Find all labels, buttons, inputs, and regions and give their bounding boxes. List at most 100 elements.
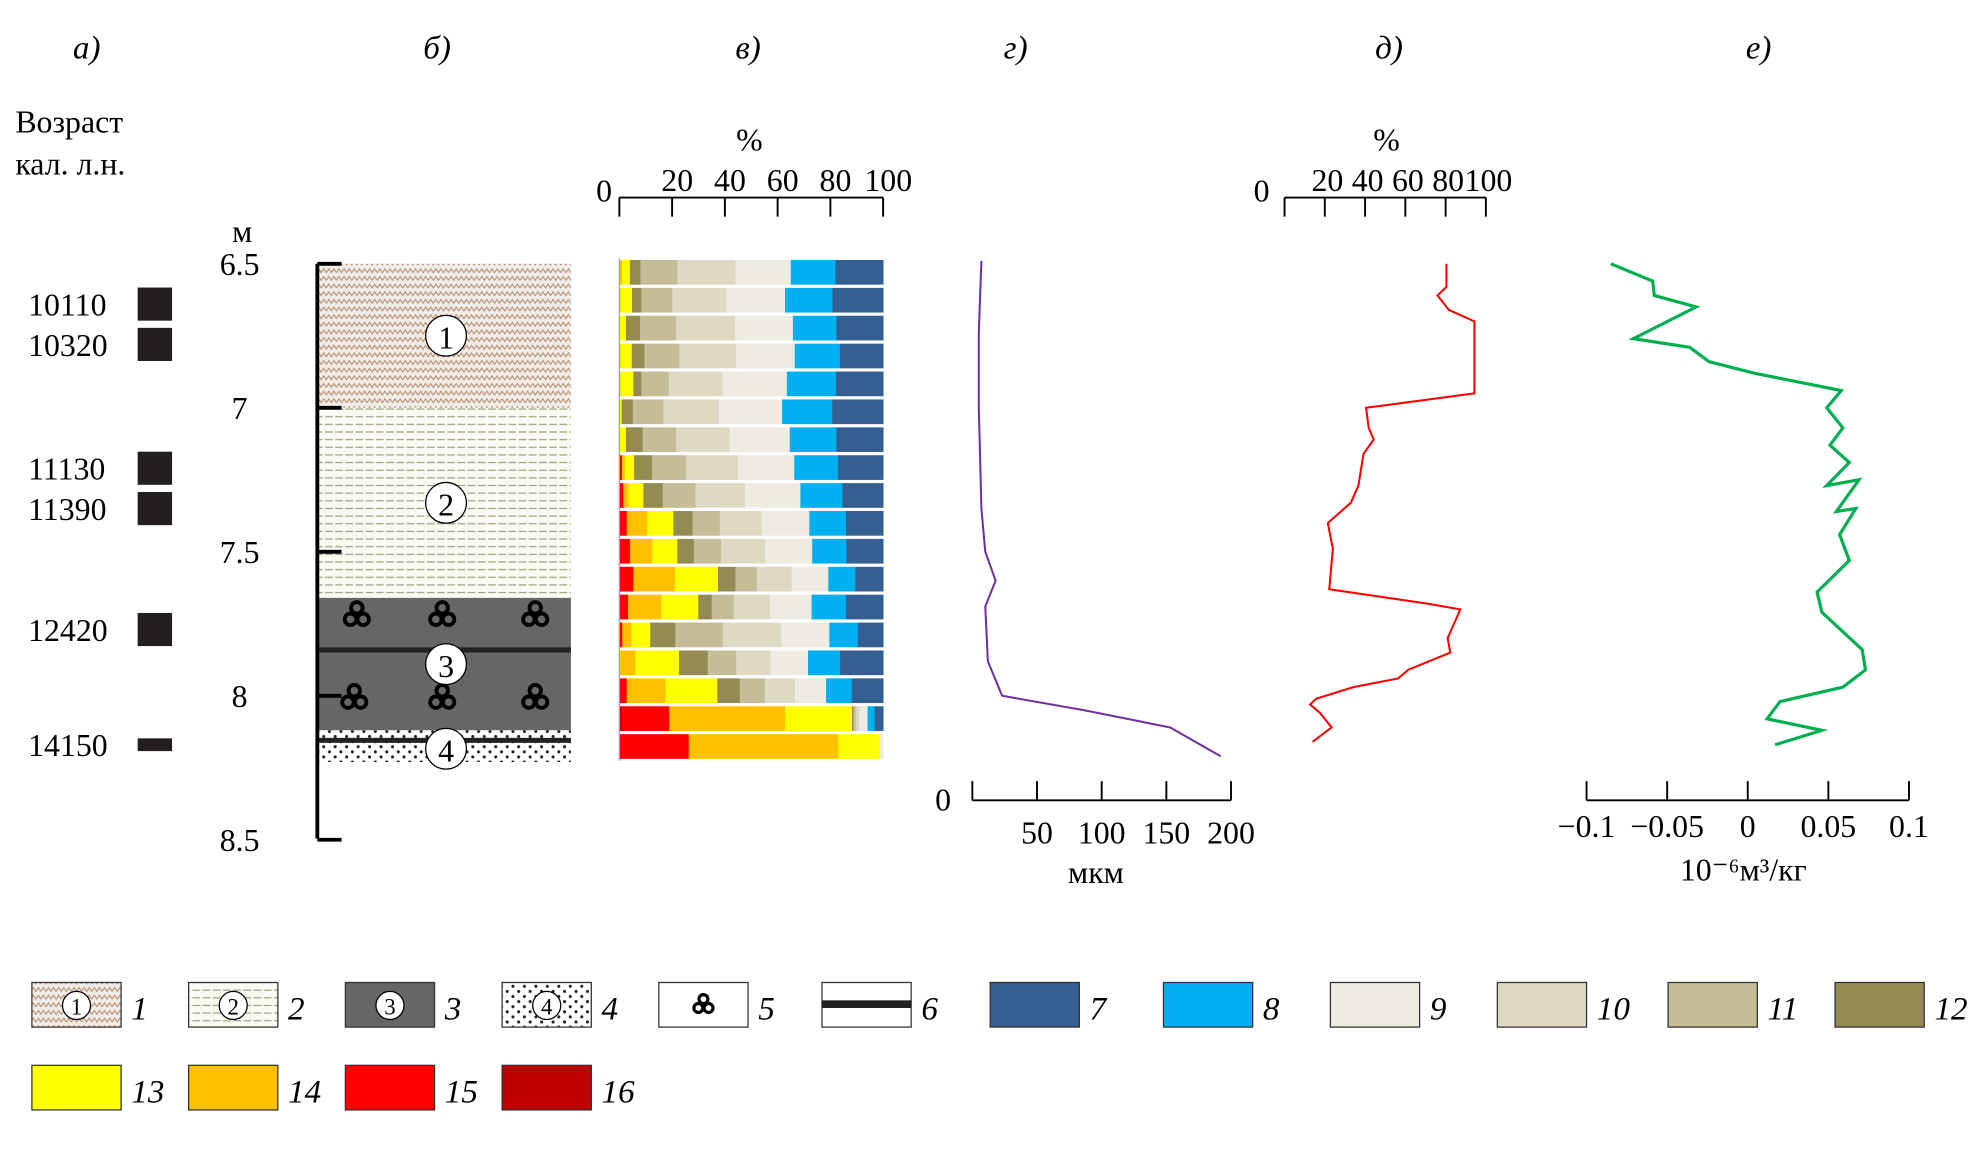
bar-segment-14 xyxy=(669,706,786,731)
trefoil-icon xyxy=(342,600,371,627)
bar-segment-11 xyxy=(644,343,680,369)
legend-swatch xyxy=(1329,981,1421,1028)
bar-segment-8 xyxy=(809,511,847,536)
bar-segment-10 xyxy=(764,678,796,704)
legend-swatch xyxy=(1162,981,1254,1028)
x-tick-label: 40 xyxy=(1352,163,1384,198)
unit-number: 2 xyxy=(438,488,454,523)
x-tick-label: 0.1 xyxy=(1889,809,1929,844)
bar-segment-13 xyxy=(620,343,633,369)
susceptibility-panel: −0.1 −0.05 0 0.05 0.1 10⁻⁶м³/кг xyxy=(1558,262,1929,888)
bar-segment-14 xyxy=(629,538,653,564)
age-marker xyxy=(137,612,173,647)
x-tick-label: 40 xyxy=(714,163,746,198)
bar-segment-8 xyxy=(828,566,856,592)
trefoil-lobe xyxy=(434,600,450,616)
depth-tick-label: 7 xyxy=(232,391,248,426)
x-tick-label: 0 xyxy=(1254,173,1270,208)
bar-segment-12 xyxy=(629,259,641,285)
bar-segment-13 xyxy=(621,259,631,285)
bar-segment-13 xyxy=(628,483,644,508)
legend-swatch xyxy=(187,1064,279,1111)
bar-segment-14 xyxy=(633,566,676,592)
bar-segment-9 xyxy=(729,427,791,453)
ages-panel: 10110 10320 11130 11390 12420 14150 xyxy=(28,287,173,763)
lithology-panel: м 1 2 3 4 6.5 7 7.5 8 8.5 xyxy=(220,214,571,858)
legend-item-16: 16 xyxy=(501,1064,635,1111)
bar-segment-14 xyxy=(619,650,636,676)
bar-segment-10 xyxy=(756,566,792,592)
bar-segment-7 xyxy=(851,678,884,704)
bar-segment-8 xyxy=(794,343,841,369)
bar-segment-12 xyxy=(631,343,645,369)
legend-number: 13 xyxy=(131,1073,164,1110)
trefoil-lobe xyxy=(533,694,550,710)
trefoil-icon xyxy=(521,683,550,710)
bar-segment-15 xyxy=(619,511,628,536)
bar-segment-8 xyxy=(829,622,859,648)
percent-line-panel: % 0 20 40 60 80 100 xyxy=(1254,122,1512,743)
bar-segment-9 xyxy=(879,734,884,759)
bar-segment-7 xyxy=(842,483,884,508)
panel-a-label: а) xyxy=(73,30,101,67)
bar-segment-7 xyxy=(846,538,884,564)
bar-segment-14 xyxy=(628,594,662,620)
age-label: 10110 xyxy=(28,288,106,323)
bar-segment-10 xyxy=(668,371,723,397)
x-tick-label: 0 xyxy=(1740,809,1756,844)
trefoil-lobe xyxy=(346,683,362,699)
data-line xyxy=(977,260,1222,758)
trefoil-lobe xyxy=(440,611,457,627)
unit-number-circle xyxy=(425,314,468,357)
legend-number: 14 xyxy=(288,1073,321,1110)
trefoil-icon xyxy=(428,683,457,710)
bar-segment-14 xyxy=(622,622,632,648)
legend-item-8: 8 xyxy=(1162,981,1280,1028)
bar-segment-8 xyxy=(789,427,837,453)
bar-segment-11 xyxy=(662,483,696,508)
bar-segment-10 xyxy=(676,427,730,453)
legend-unit-number: 1 xyxy=(71,994,82,1019)
bar-segment-13 xyxy=(619,315,627,341)
bar-segment-12 xyxy=(717,678,741,704)
trefoil-lobe xyxy=(527,683,543,699)
bar-segment-16 xyxy=(619,706,623,731)
bar-segment-13 xyxy=(652,538,678,564)
depth-tick-label: 8 xyxy=(232,679,248,714)
bar-segment-8 xyxy=(790,259,837,285)
age-marker xyxy=(137,327,173,361)
legend-item-10: 10 xyxy=(1496,981,1630,1028)
bar-segment-12 xyxy=(650,622,676,648)
bar-segment-11 xyxy=(640,259,678,285)
x-tick-label: 200 xyxy=(1207,816,1255,851)
panel-b-label: б) xyxy=(423,30,451,67)
bar-segment-12 xyxy=(678,650,709,676)
bar-segment-9 xyxy=(781,622,830,648)
bar-segment-8 xyxy=(867,706,876,731)
bar-segment-15 xyxy=(619,734,690,759)
bar-segment-13 xyxy=(665,678,718,704)
x-axis-label: 10⁻⁶м³/кг xyxy=(1680,853,1807,888)
bar-segment-13 xyxy=(620,371,634,397)
age-label: 11130 xyxy=(28,452,105,487)
panel-e-label: е) xyxy=(1746,30,1772,67)
bar-segment-11 xyxy=(652,455,687,480)
legend-number: 12 xyxy=(1934,990,1967,1027)
legend-swatch xyxy=(1496,981,1588,1028)
bar-segment-13 xyxy=(647,511,674,536)
bar-segment-8 xyxy=(811,594,847,620)
x-tick-label: 0.05 xyxy=(1800,809,1856,844)
legend-item-7: 7 xyxy=(989,981,1108,1028)
bar-segment-13 xyxy=(675,566,719,592)
bar-segment-14 xyxy=(619,259,623,285)
bar-segment-13 xyxy=(785,706,853,731)
bar-segment-12 xyxy=(718,566,736,592)
trefoil-icon xyxy=(428,600,457,627)
trefoil-icon xyxy=(702,1001,715,1015)
legend-unit-number: 2 xyxy=(227,994,238,1019)
unit-number-circle xyxy=(425,643,468,686)
x-axis-label: % xyxy=(736,122,763,157)
unit-number: 1 xyxy=(438,321,454,356)
